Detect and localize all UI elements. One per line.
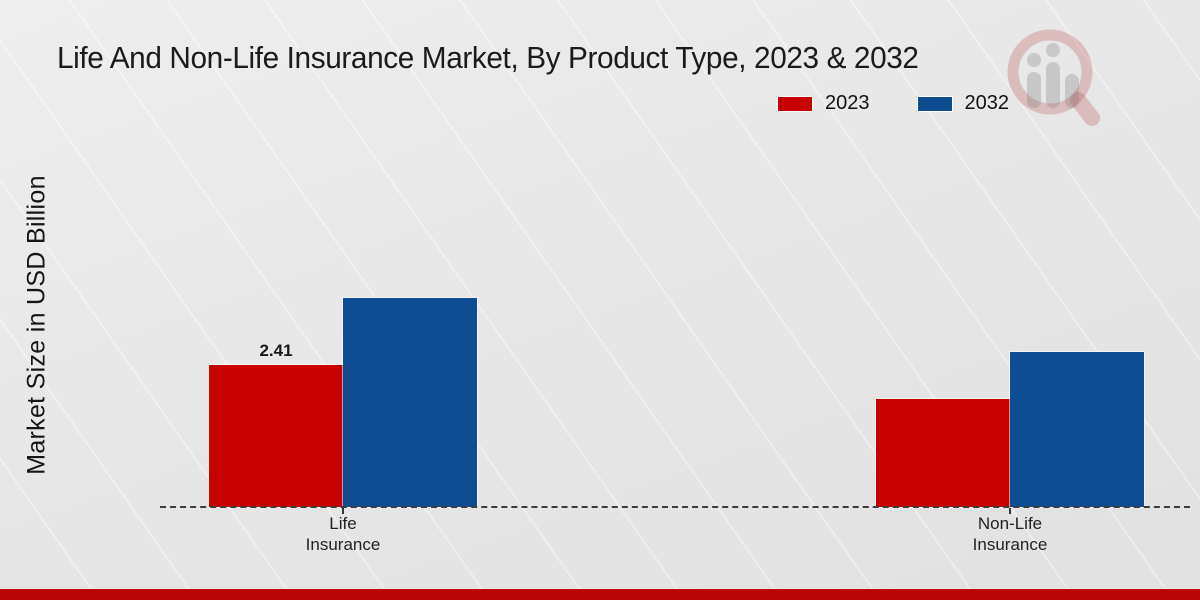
footer-red-bar: [0, 589, 1200, 600]
legend-item-2023: 2023: [778, 92, 870, 115]
bar-life-insurance-2032: [343, 298, 477, 507]
legend: 2023 2032: [778, 92, 1009, 115]
bar-non-life-insurance-2023: [876, 399, 1010, 507]
x-axis-baseline: [160, 506, 1190, 508]
bar-life-insurance-2023: [209, 365, 343, 507]
legend-label-2032: 2032: [964, 92, 1010, 114]
chart-title: Life And Non-Life Insurance Market, By P…: [57, 40, 919, 75]
legend-item-2032: 2032: [917, 92, 1010, 115]
x-tick-non-life-insurance: [1009, 508, 1011, 514]
x-label-life-insurance: Life Insurance: [305, 514, 381, 554]
x-tick-life-insurance: [342, 508, 344, 514]
watermark-magnifier-logo: [1007, 29, 1100, 126]
x-label-non-life-insurance: Non-Life Insurance: [972, 514, 1048, 554]
data-label-life-2023: 2.41: [259, 341, 293, 360]
legend-label-2023: 2023: [825, 92, 870, 114]
legend-swatch-2032: [917, 96, 952, 111]
legend-swatch-2023: [778, 96, 812, 111]
bar-non-life-insurance-2032: [1010, 352, 1144, 507]
